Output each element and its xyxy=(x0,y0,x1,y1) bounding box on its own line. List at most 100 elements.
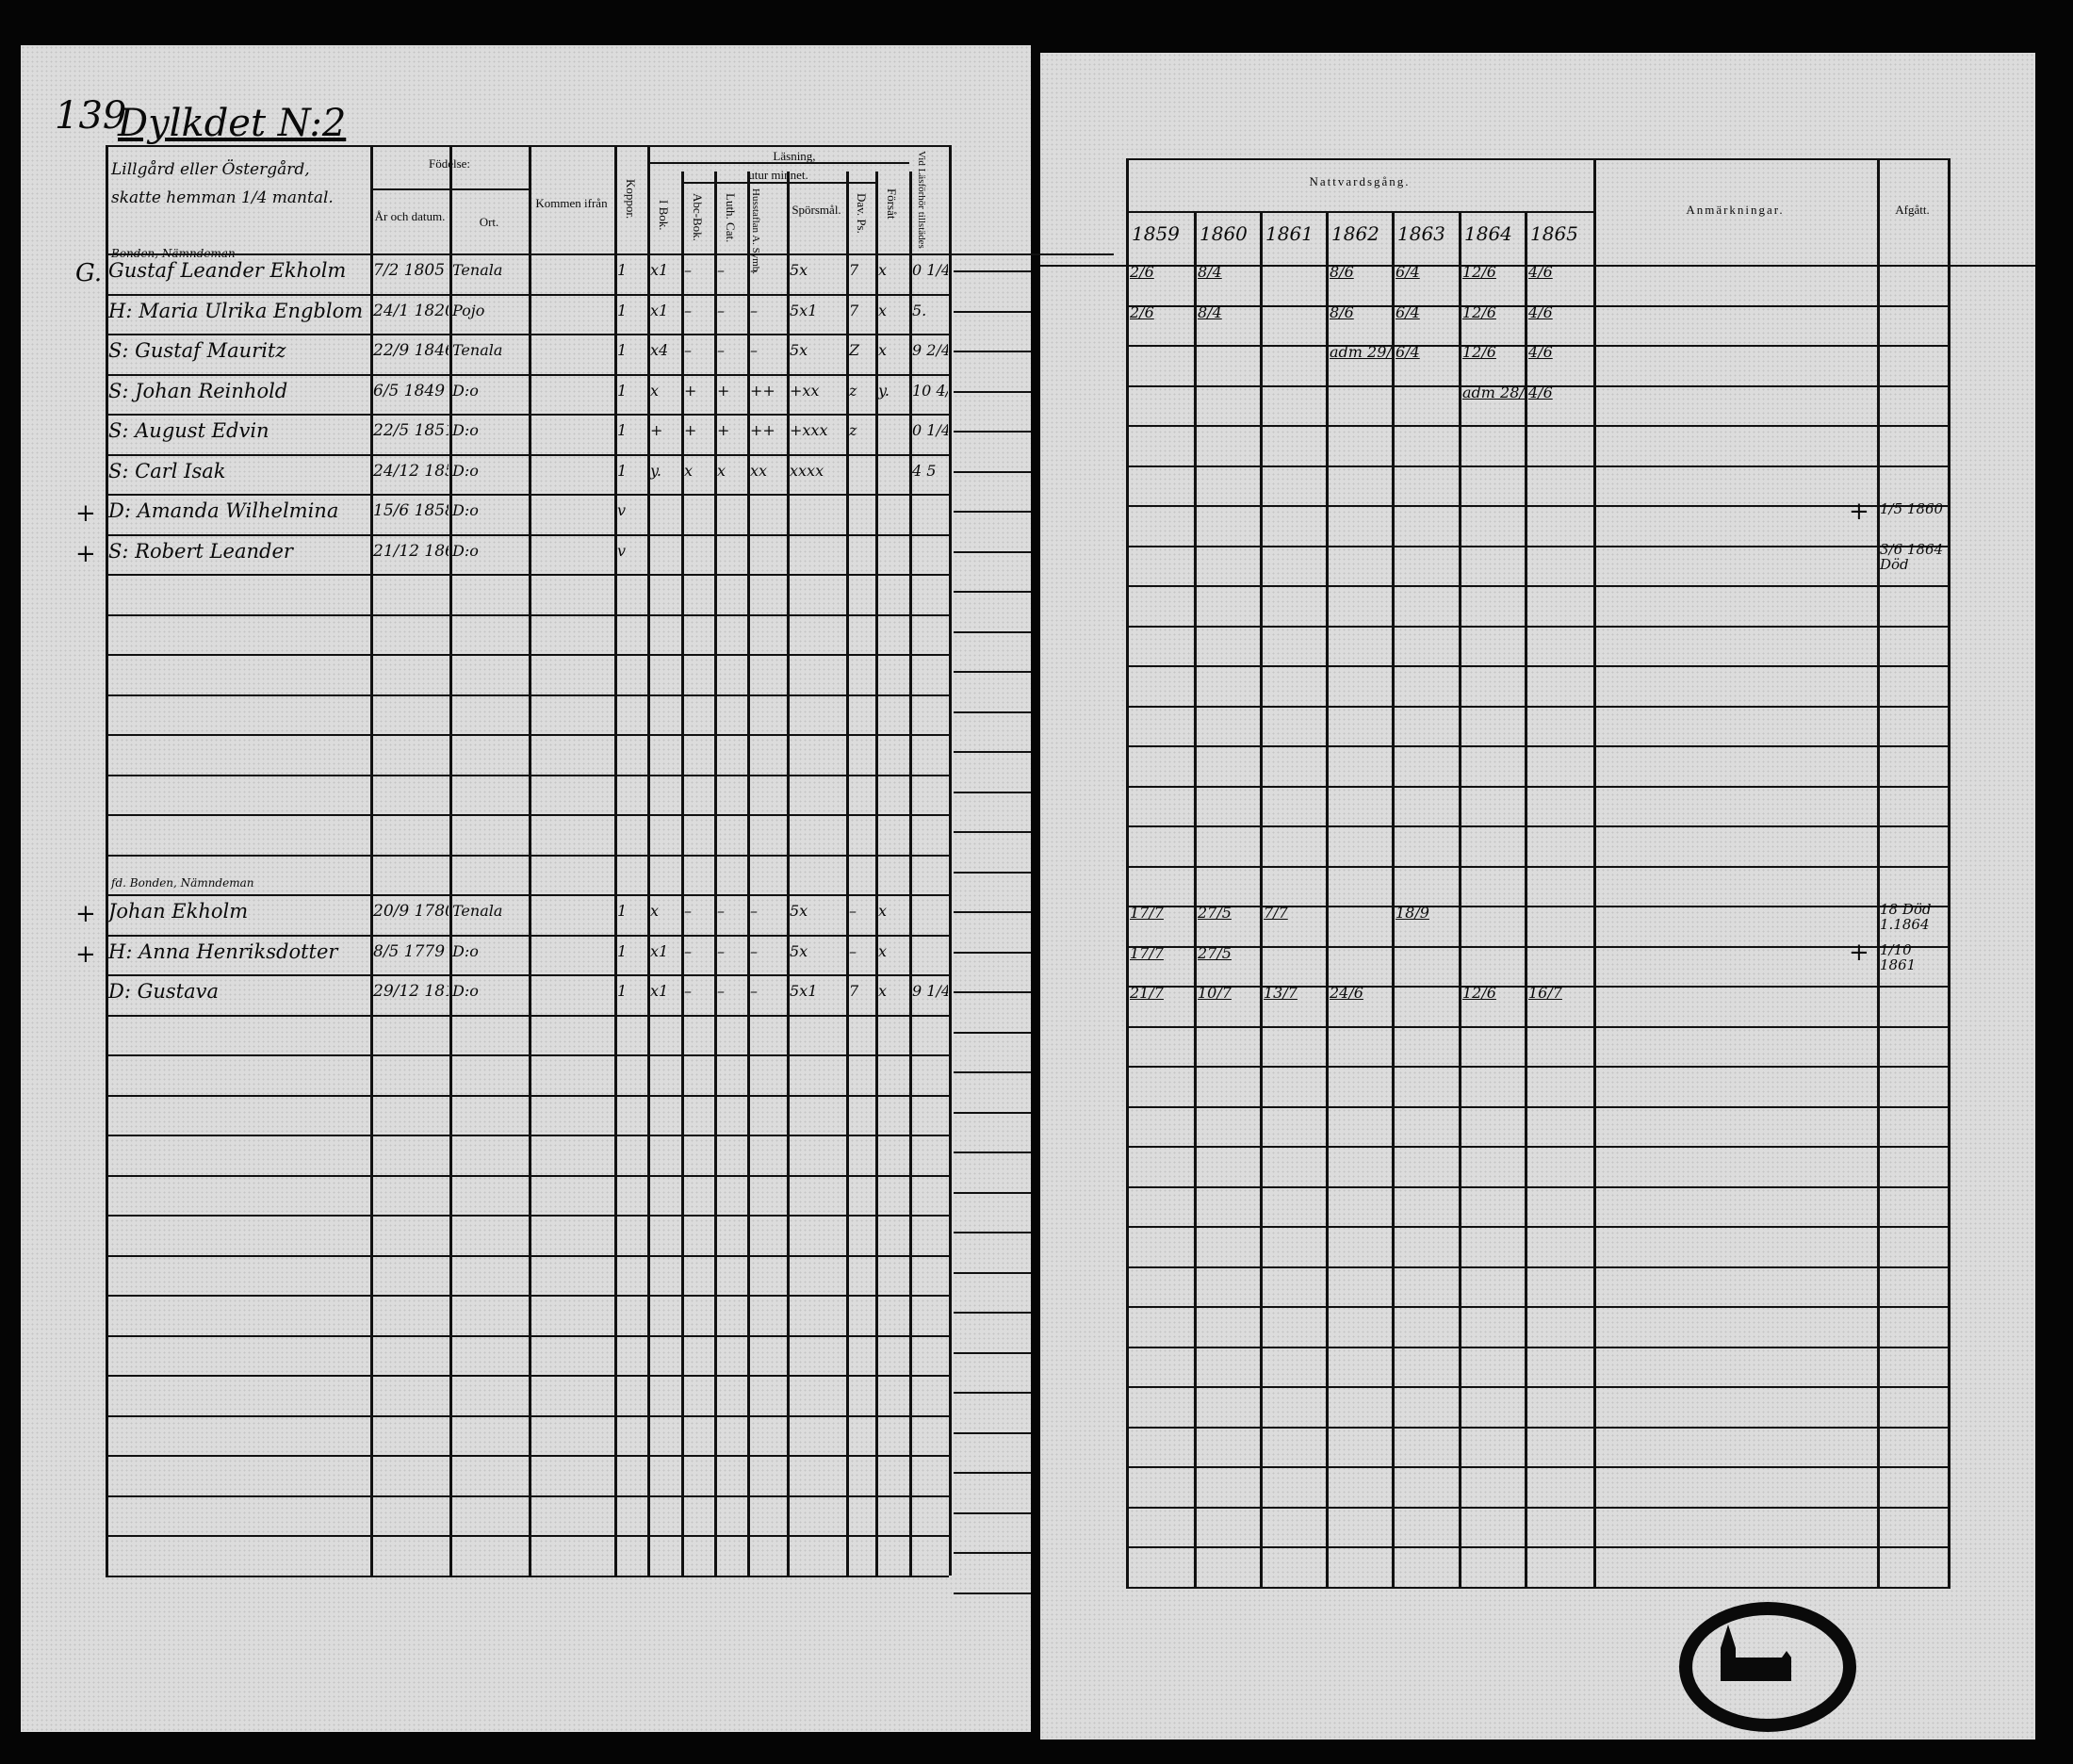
communion-date: 13/7 xyxy=(1264,984,1298,1002)
birth-place: Tenala xyxy=(452,261,503,279)
birth-date: 29/12 1814 xyxy=(373,982,449,1001)
reading-mark: xxxx xyxy=(790,461,824,480)
communion-date: 2/6 xyxy=(1130,263,1154,281)
row-line xyxy=(106,854,949,857)
reading-mark: 1 xyxy=(617,461,628,480)
reading-mark: 0 1/4 xyxy=(912,261,948,279)
birth-place: D:o xyxy=(452,421,479,439)
row-line xyxy=(106,1135,949,1136)
margin-line xyxy=(954,351,1031,352)
row-line xyxy=(106,1334,949,1337)
reading-mark: 5x1 xyxy=(790,982,818,1000)
reading-mark: y. xyxy=(650,461,661,480)
row-line xyxy=(106,494,949,496)
row-line xyxy=(106,293,949,296)
communion-date: 4/6 xyxy=(1528,302,1553,321)
row-line xyxy=(1126,345,1951,347)
margin-line xyxy=(954,1271,1031,1274)
communion-date: 6/4 xyxy=(1396,302,1420,321)
margin-line xyxy=(954,550,1031,553)
communion-date: adm 29/6 xyxy=(1330,343,1392,361)
communion-date: 8/4 xyxy=(1198,263,1222,281)
birth-place: D:o xyxy=(452,941,479,960)
communion-date: 4/6 xyxy=(1528,263,1553,281)
margin-line xyxy=(954,671,1031,673)
reading-mark: 1 xyxy=(617,982,628,1000)
abc-header: Abc-Bok. xyxy=(691,193,705,241)
row-line xyxy=(106,1174,949,1177)
reading-mark: 5x xyxy=(790,261,808,279)
margin-line xyxy=(954,1232,1031,1233)
birth-date: 21/12 1860 xyxy=(373,541,449,561)
row-line xyxy=(106,334,949,335)
margin-line xyxy=(954,1472,1031,1474)
person-name: S: August Edvin xyxy=(108,419,269,442)
reading-mark: 1 xyxy=(617,301,628,319)
year-header: 1862 xyxy=(1331,222,1379,245)
column-line xyxy=(949,145,952,1576)
reading-mark: – xyxy=(717,341,725,359)
row-line xyxy=(1126,545,1951,547)
church-icon xyxy=(1721,1625,1791,1681)
person-name: S: Robert Leander xyxy=(108,539,293,563)
reading-mark: x xyxy=(878,902,888,920)
margin-line xyxy=(954,270,1031,272)
questions-header: Spörsmål. xyxy=(792,203,841,217)
reading-mark: x xyxy=(878,982,888,1000)
reading-mark: – xyxy=(750,261,758,279)
column-line xyxy=(1194,211,1197,1587)
reading-mark: 5x xyxy=(790,341,808,359)
margin-line xyxy=(954,951,1031,954)
row-line xyxy=(1126,384,1951,387)
year-header: 1859 xyxy=(1132,222,1180,245)
reading-mark: Z xyxy=(849,341,860,359)
communion-date: 18/9 xyxy=(1396,904,1429,922)
column-line xyxy=(1593,158,1596,1587)
row-line xyxy=(1126,465,1951,467)
reading-mark: – xyxy=(717,301,725,319)
row-line xyxy=(1126,1346,1951,1348)
year-header: 1865 xyxy=(1530,222,1578,245)
year-date-header: År och datum. xyxy=(374,209,446,223)
column-line xyxy=(529,145,531,1576)
reading-mark: – xyxy=(684,941,692,960)
birth-place: Pojo xyxy=(452,301,485,319)
row-line xyxy=(1126,1426,1951,1429)
reading-mark: – xyxy=(717,902,725,920)
communion-date: 27/5 xyxy=(1198,904,1232,922)
communion-date: adm 28/6 xyxy=(1462,383,1525,401)
reading-mark: + xyxy=(717,381,730,400)
farm-header: Lillgård eller Östergård, skatte hemman … xyxy=(111,160,334,207)
communion-date: 24/6 xyxy=(1330,984,1363,1002)
reading-mark: xx xyxy=(750,461,768,480)
reading-mark: x1 xyxy=(650,941,669,960)
reading-mark: – xyxy=(684,261,692,279)
reading-mark: x xyxy=(717,461,726,480)
row-line xyxy=(106,574,949,576)
person-name: H: Anna Henriksdotter xyxy=(108,939,338,963)
birth-date: 8/5 1779 xyxy=(373,941,446,961)
by-heart-header: utur minnet. xyxy=(748,168,808,182)
row-line xyxy=(1126,505,1951,507)
column-line xyxy=(449,145,452,1576)
margin-line xyxy=(954,431,1031,433)
column-line xyxy=(846,172,849,1576)
row-line xyxy=(106,1494,949,1497)
departed-note: 1/5 1860 xyxy=(1880,501,1944,516)
communion-date: 6/4 xyxy=(1396,263,1420,281)
column-line xyxy=(909,172,912,1576)
year-header: 1864 xyxy=(1464,222,1512,245)
row-line xyxy=(106,974,949,976)
reading-mark: – xyxy=(750,982,758,1000)
reading-mark: – xyxy=(849,902,857,920)
column-line xyxy=(681,172,684,1576)
row-line xyxy=(106,1575,949,1577)
row-line xyxy=(1126,1506,1951,1509)
column-line xyxy=(1260,211,1263,1587)
row-line xyxy=(1126,1146,1951,1148)
birth-date: 7/2 1805 xyxy=(373,261,446,280)
margin-line xyxy=(954,751,1031,753)
row-line xyxy=(106,694,949,696)
row-line xyxy=(1126,705,1951,708)
birth-place: Tenala xyxy=(452,341,503,359)
